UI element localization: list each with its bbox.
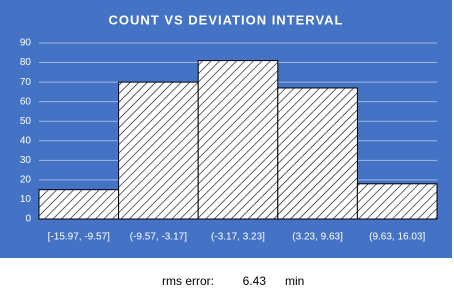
y-tick-label: 50 <box>20 116 32 127</box>
y-tick-label: 70 <box>20 77 32 88</box>
y-tick-label: 60 <box>20 96 32 107</box>
y-tick-label: 90 <box>20 38 32 49</box>
x-tick-label: [-15.97, -9.57] <box>48 232 110 243</box>
y-tick-label: 0 <box>25 214 31 225</box>
y-tick-label: 10 <box>20 194 32 205</box>
bar <box>277 87 358 220</box>
bar <box>197 60 279 220</box>
x-tick-label: (-3.17, 3.23] <box>211 232 265 243</box>
footer-value: 6.43 <box>243 274 267 288</box>
y-tick-label: 20 <box>20 175 32 186</box>
x-tick-label: (3.23, 9.63] <box>292 232 343 243</box>
y-tick-label: 80 <box>20 57 32 68</box>
x-tick-label: (-9.57, -3.17] <box>130 232 187 243</box>
y-tick-label: 30 <box>20 155 32 166</box>
bar <box>118 81 199 220</box>
chart-title: COUNT VS DEVIATION INTERVAL <box>108 12 343 27</box>
bar <box>38 189 120 220</box>
footer-label: rms error: <box>162 274 214 288</box>
footer-unit: min <box>285 274 304 288</box>
y-tick-label: 40 <box>20 135 32 146</box>
x-tick-label: (9.63, 16.03] <box>369 232 425 243</box>
bar <box>356 183 438 220</box>
